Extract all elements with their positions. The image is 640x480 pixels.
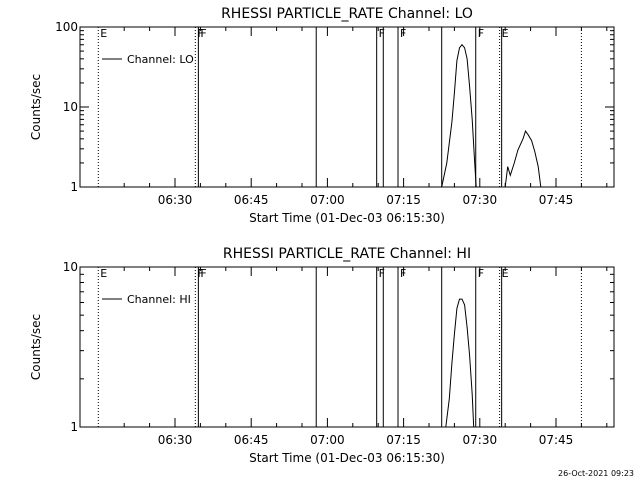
x-tick-label: 07:15 bbox=[386, 433, 421, 447]
flag-label: F bbox=[200, 27, 206, 40]
chart-title: RHESSI PARTICLE_RATE Channel: LO bbox=[221, 6, 473, 22]
x-tick-label: 07:15 bbox=[386, 193, 421, 207]
x-tick-label: 07:45 bbox=[539, 433, 574, 447]
chart-title: RHESSI PARTICLE_RATE Channel: HI bbox=[223, 246, 471, 262]
legend-label: Channel: HI bbox=[127, 293, 191, 306]
series-line bbox=[445, 298, 475, 428]
flag-label: F bbox=[379, 267, 385, 280]
y-tick-label: 1 bbox=[70, 420, 78, 434]
y-tick-label: 1 bbox=[70, 180, 78, 194]
y-tick-label: 10 bbox=[63, 260, 78, 274]
plot-frame bbox=[79, 26, 615, 188]
series-line bbox=[441, 43, 477, 188]
flag-label: F bbox=[400, 27, 406, 40]
plot-frame bbox=[79, 266, 615, 428]
flag-label: F bbox=[478, 267, 484, 280]
x-tick-label: 07:00 bbox=[310, 433, 345, 447]
flag-label: F bbox=[197, 267, 203, 280]
hi-channel-panel: RHESSI PARTICLE_RATE Channel: HI 1 10 Count… bbox=[29, 246, 615, 465]
x-tick-label: 06:30 bbox=[158, 193, 193, 207]
flag-label: E bbox=[502, 27, 509, 40]
flag-label: E bbox=[100, 267, 107, 280]
x-tick-label: 07:30 bbox=[463, 193, 498, 207]
x-axis-label: Start Time (01-Dec-03 06:15:30) bbox=[249, 211, 445, 225]
flag-label: E bbox=[100, 27, 107, 40]
x-tick-label: 07:30 bbox=[463, 433, 498, 447]
flag-label: F bbox=[400, 267, 406, 280]
x-axis-label: Start Time (01-Dec-03 06:15:30) bbox=[249, 451, 445, 465]
x-tick-label: 07:45 bbox=[539, 193, 574, 207]
y-tick-label: 10 bbox=[63, 100, 78, 114]
flag-label: F bbox=[478, 27, 484, 40]
flag-label: F bbox=[200, 267, 206, 280]
lo-channel-panel: RHESSI PARTICLE_RATE Channel: LO 1 10 100 Co… bbox=[29, 6, 615, 225]
y-tick-label: 100 bbox=[55, 20, 78, 34]
x-tick-label: 06:45 bbox=[234, 193, 269, 207]
flag-label: F bbox=[197, 27, 203, 40]
series-line bbox=[504, 130, 542, 188]
legend-label: Channel: LO bbox=[127, 53, 194, 66]
flag-label: F bbox=[379, 27, 385, 40]
x-tick-label: 07:00 bbox=[310, 193, 345, 207]
x-tick-label: 06:45 bbox=[234, 433, 269, 447]
flag-label: E bbox=[502, 267, 509, 280]
y-axis-label: Counts/sec bbox=[29, 314, 43, 380]
y-axis-label: Counts/sec bbox=[29, 74, 43, 140]
timestamp-footer: 26-Oct-2021 09:23 bbox=[558, 469, 634, 478]
x-tick-label: 06:30 bbox=[158, 433, 193, 447]
